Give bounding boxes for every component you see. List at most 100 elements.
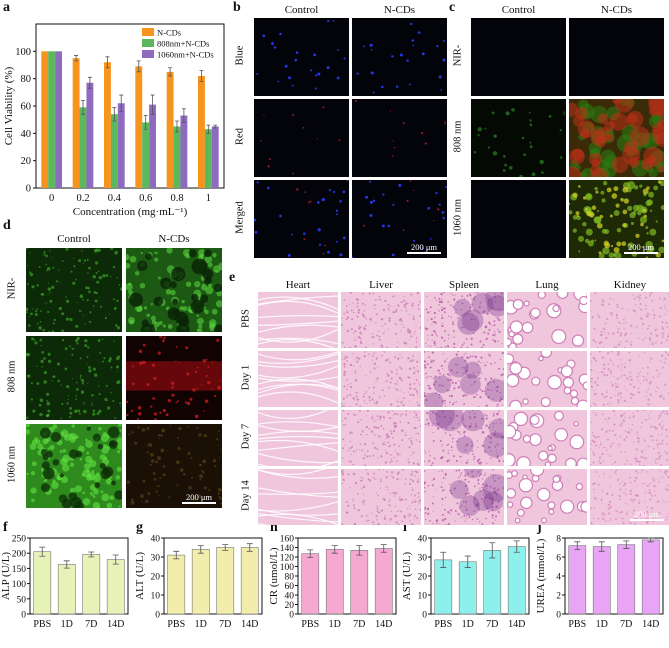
y-tick-label: 40 (151, 535, 161, 545)
column-label: Control (284, 4, 319, 16)
column-label: Control (57, 233, 91, 245)
column-label: Lung (535, 279, 559, 291)
panel-label-j: j (537, 520, 542, 535)
panel-label-b: b (233, 0, 241, 15)
y-tick-label: 0 (556, 611, 561, 621)
error-bar (331, 545, 338, 554)
bar (149, 104, 157, 188)
micrograph-red-green (569, 99, 664, 177)
error-bar (39, 546, 46, 557)
legend-swatch (142, 39, 154, 47)
micrograph-he-kidney (590, 469, 669, 525)
bar (483, 550, 502, 615)
x-tick-label: PBS (568, 619, 586, 630)
micrograph-he-liver (341, 292, 421, 348)
y-tick-label: 250 (12, 535, 27, 545)
error-bar (647, 537, 654, 543)
micrograph-dots-merged (254, 180, 349, 258)
micrograph-he-kidney (590, 410, 669, 466)
y-axis-label: UREA (mmol/L) (535, 538, 547, 613)
column-label: Kidney (613, 279, 647, 291)
y-tick-label: 60 (285, 582, 295, 592)
bar (55, 51, 63, 189)
y-tick-label: 100 (280, 563, 295, 573)
x-tick-label: PBS (434, 619, 452, 630)
error-bar (88, 551, 95, 558)
bar (135, 66, 143, 188)
error-bar (181, 108, 186, 123)
error-bar (168, 67, 173, 77)
error-bar (112, 106, 117, 122)
row-label: Blue (234, 45, 246, 66)
row-label: 808 nm (452, 120, 464, 153)
micrograph-dark (471, 18, 566, 96)
column-label: N-CDs (158, 233, 190, 245)
micrograph-green-bright (26, 424, 122, 508)
row-label: 1060 nm (6, 445, 18, 484)
y-tick-label: 160 (280, 535, 295, 545)
error-bar (63, 560, 70, 569)
bar (173, 126, 181, 188)
legend-label: 1060nm+N-CDs (157, 50, 214, 60)
bar (211, 126, 219, 188)
bar (48, 51, 56, 189)
urea-chart: 0 2 4 6 8 PBS 1D 7D 14D UREA (mmol/L) (535, 535, 664, 630)
micrograph-he-liver (341, 410, 421, 466)
x-tick-label: 14D (107, 619, 124, 630)
y-tick-label: 140 (280, 544, 295, 554)
bar (180, 115, 188, 188)
row-label: Day 14 (240, 480, 252, 511)
x-tick-label: 1 (206, 193, 211, 204)
column-label: N-CDs (600, 4, 633, 16)
bar (641, 539, 660, 615)
error-bar (246, 543, 253, 552)
panel-label-a: a (3, 0, 10, 15)
micrograph-he-lung (507, 351, 587, 407)
y-tick-label: 20 (418, 573, 428, 583)
y-tick-label: 0 (422, 611, 427, 621)
panel-label-i: i (403, 520, 407, 535)
x-tick-label: 14D (241, 619, 258, 630)
micrograph-green-fine (26, 336, 122, 420)
bar (57, 564, 76, 615)
x-tick-label: PBS (33, 619, 51, 630)
legend-label: 808nm+N-CDs (157, 39, 210, 49)
micrograph-he-kidney (590, 351, 669, 407)
scale-bar: 200 μm (403, 242, 445, 254)
bar (617, 544, 636, 615)
y-tick-label: 0 (26, 184, 31, 195)
bar (79, 107, 87, 188)
micrograph-yellow-green (569, 180, 664, 258)
y-tick-label: 0 (21, 611, 26, 621)
alp-chart: 0 50 100 150 200 250 PBS 1D 7D 14D ALP (U/L) (0, 535, 129, 630)
error-bar (222, 544, 229, 551)
error-bar (119, 94, 124, 112)
error-bar (143, 115, 148, 130)
y-tick-label: 120 (280, 554, 295, 564)
y-tick-label: 30 (151, 554, 161, 564)
y-tick-label: 10 (418, 592, 428, 602)
x-tick-label: 1D (462, 619, 474, 630)
micrograph-dark-green (471, 99, 566, 177)
error-bar (87, 76, 92, 89)
y-tick-label: 80 (285, 573, 295, 583)
micrograph-red-band (126, 336, 222, 420)
error-bar (112, 554, 119, 565)
error-bar (175, 120, 179, 133)
error-bar (356, 545, 363, 556)
error-bar (598, 541, 605, 552)
bar (33, 551, 52, 615)
y-tick-label: 2 (556, 592, 561, 602)
y-tick-label: 40 (21, 129, 32, 140)
legend-label: N-CDs (157, 28, 181, 38)
x-tick-label: 1D (596, 619, 608, 630)
y-tick-label: 50 (17, 595, 27, 605)
scale-bar: 200 μm (178, 492, 220, 504)
bar (350, 550, 369, 615)
error-bar (150, 94, 155, 115)
y-tick-label: 20 (21, 156, 32, 167)
column-label: Spleen (449, 279, 479, 291)
y-axis-label: ALT (U/L) (134, 552, 146, 600)
micrograph-he-heart (258, 469, 338, 525)
x-tick-label: 14D (642, 619, 659, 630)
